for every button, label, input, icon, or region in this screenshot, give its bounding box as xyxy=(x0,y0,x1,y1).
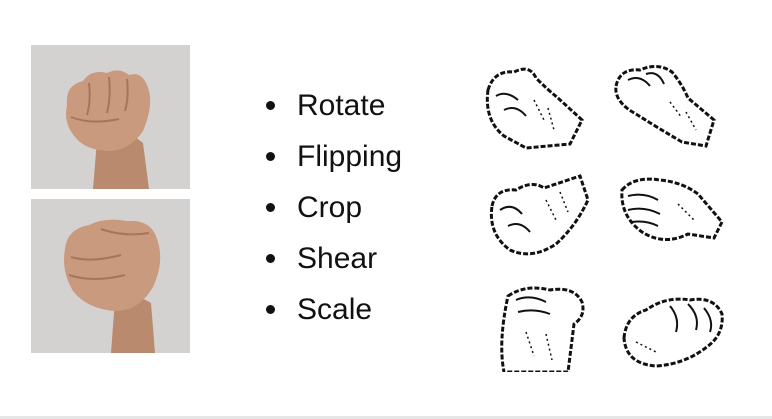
bottom-divider xyxy=(0,416,772,419)
augmentation-label: Rotate xyxy=(297,88,386,122)
fist-sketch-icon xyxy=(622,297,724,368)
list-item: Rotate xyxy=(266,80,402,131)
augmentation-label: Crop xyxy=(297,190,363,224)
bullet-icon xyxy=(266,305,275,314)
fist-photo-icon xyxy=(31,199,190,353)
augmentation-label: Shear xyxy=(297,241,378,275)
fist-sketch-icon xyxy=(500,286,585,372)
augmented-sketch-flip xyxy=(610,58,720,148)
augmented-sketch-scale-2 xyxy=(616,282,726,372)
fist-sketch-icon xyxy=(489,174,590,256)
list-item: Crop xyxy=(266,182,402,233)
augmentation-label: Scale xyxy=(297,292,373,326)
fist-sketch-icon xyxy=(614,65,716,148)
bullet-icon xyxy=(266,203,275,212)
augmentation-list: Rotate Flipping Crop Shear Scale xyxy=(266,80,402,335)
augmented-sketch-shear xyxy=(614,170,724,260)
augmentation-label: Flipping xyxy=(297,139,403,173)
bullet-icon xyxy=(266,152,275,161)
list-item: Shear xyxy=(266,233,402,284)
augmented-sketch-scale xyxy=(490,282,600,372)
fist-sketch-icon xyxy=(620,177,724,241)
list-item: Flipping xyxy=(266,131,402,182)
fist-photo-original xyxy=(31,45,190,189)
augmented-sketch-rotate xyxy=(474,60,584,150)
fist-photo-icon xyxy=(31,45,190,189)
augmented-sketch-crop xyxy=(480,170,590,260)
bullet-icon xyxy=(266,101,275,110)
fist-sketch-icon xyxy=(485,67,584,150)
list-item: Scale xyxy=(266,284,402,335)
fist-photo-flipped xyxy=(31,199,190,353)
bullet-icon xyxy=(266,254,275,263)
